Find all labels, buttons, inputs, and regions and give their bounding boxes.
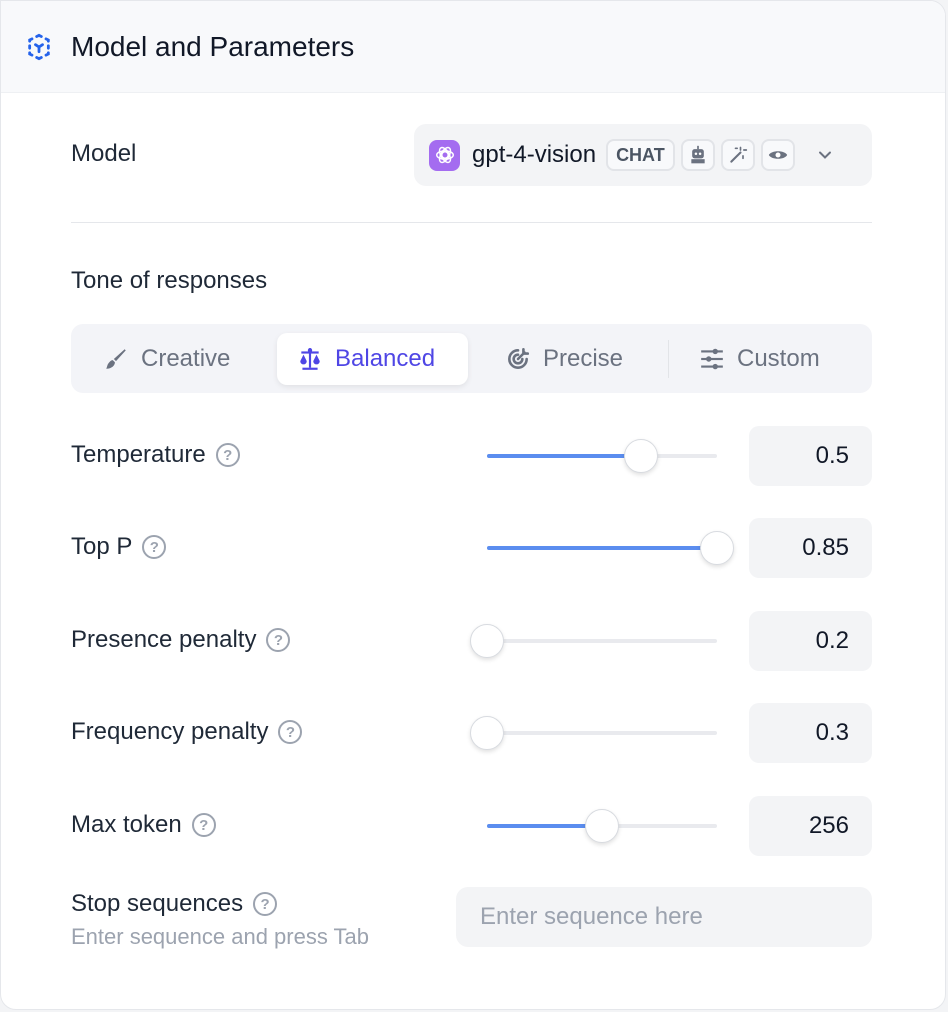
help-icon[interactable]: ? (142, 535, 167, 559)
tab-balanced[interactable]: Balanced (277, 333, 468, 385)
slider-fill (487, 824, 602, 828)
tab-precise[interactable]: Precise (485, 333, 643, 385)
param-label: Max token ? (71, 811, 216, 839)
model-tag: CHAT (606, 139, 675, 171)
chevron-down-icon[interactable] (815, 145, 835, 165)
tone-label-text: Tone of responses (71, 267, 268, 294)
param-label-text: Temperature (71, 441, 206, 468)
param-slider[interactable] (470, 624, 717, 658)
slider-thumb[interactable] (470, 624, 504, 658)
model-label: Model (71, 140, 136, 168)
stop-sequences-hint: Enter sequence and press Tab (71, 924, 370, 949)
tab-separator (668, 340, 669, 378)
param-label-text: Max token (71, 811, 182, 838)
eye-icon (760, 139, 795, 171)
param-value-input[interactable]: 256 (749, 796, 872, 856)
panel-header: Model and Parameters (1, 1, 945, 93)
cube-dashed-icon (28, 33, 50, 61)
scale-icon (300, 348, 320, 370)
help-icon[interactable]: ? (215, 443, 240, 467)
param-slider[interactable] (470, 716, 717, 750)
model-label-text: Model (71, 140, 137, 167)
target-icon (508, 347, 530, 369)
model-name: gpt-4-vision (472, 141, 597, 168)
slider-thumb[interactable] (585, 809, 619, 843)
param-label: Presence penalty ? (71, 626, 291, 654)
param-label-text: Presence penalty (71, 626, 257, 653)
slider-thumb[interactable] (624, 439, 659, 473)
param-value-input[interactable]: 0.2 (749, 611, 872, 671)
stop-label-text: Stop sequences (71, 890, 244, 917)
brush-icon (106, 349, 126, 369)
param-slider[interactable] (487, 809, 717, 843)
param-value-input[interactable]: 0.85 (749, 518, 872, 578)
slider-thumb[interactable] (470, 716, 504, 750)
slider-fill (487, 546, 717, 550)
tab-label: Creative (141, 345, 231, 372)
divider (71, 222, 872, 223)
help-icon[interactable]: ? (278, 720, 303, 744)
param-value-input[interactable]: 0.5 (749, 426, 872, 486)
tab-label: Balanced (335, 345, 436, 372)
openai-logo-icon (429, 139, 460, 171)
stop-sequences-label: Stop sequences ? (71, 890, 278, 918)
param-value-input[interactable]: 0.3 (749, 703, 872, 763)
param-label: Temperature ? (71, 441, 240, 469)
sliders-icon (701, 348, 723, 370)
tab-label: Custom (737, 345, 820, 372)
help-icon[interactable]: ? (253, 892, 278, 916)
slider-fill (487, 454, 642, 458)
param-label: Frequency penalty ? (71, 718, 303, 746)
tab-label: Precise (543, 345, 624, 372)
stop-sequences-input[interactable] (456, 887, 872, 947)
magic-wand-icon (720, 139, 755, 171)
param-slider[interactable] (487, 439, 717, 473)
param-label: Top P ? (71, 533, 167, 561)
param-slider[interactable] (487, 531, 734, 565)
slider-thumb[interactable] (700, 531, 734, 565)
robot-icon (680, 139, 715, 171)
help-icon[interactable]: ? (266, 628, 291, 652)
tab-custom[interactable]: Custom (679, 333, 840, 385)
tone-segmented-control: Creative Balanced Precise Custom (71, 324, 872, 393)
help-icon[interactable]: ? (191, 813, 216, 837)
tone-label: Tone of responses (71, 267, 267, 295)
param-label-text: Frequency penalty (71, 718, 269, 745)
panel-title: Model and Parameters (71, 30, 355, 62)
tab-creative[interactable]: Creative (83, 333, 250, 385)
model-select[interactable]: gpt-4-vision CHAT (414, 124, 872, 186)
param-label-text: Top P (71, 533, 133, 560)
